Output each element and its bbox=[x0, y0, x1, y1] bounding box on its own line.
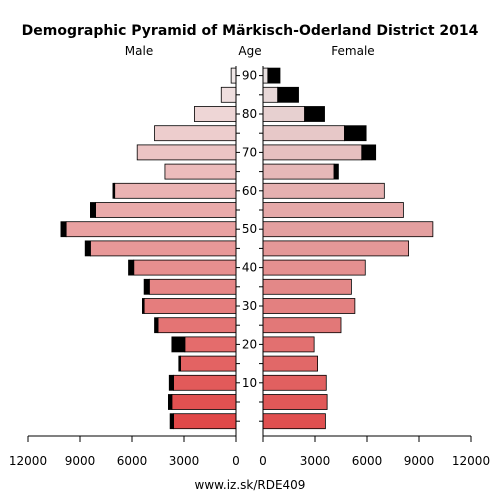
male-excess-bar bbox=[168, 374, 174, 391]
male-excess-bar bbox=[154, 317, 159, 334]
age-tick-label: 90 bbox=[242, 69, 257, 83]
male-bar bbox=[143, 298, 237, 314]
age-header: Age bbox=[238, 44, 261, 58]
x-tick-label-right: 3000 bbox=[300, 454, 331, 468]
age-tick-label: 50 bbox=[242, 222, 257, 236]
female-bar bbox=[262, 163, 335, 180]
chart-title: Demographic Pyramid of Märkisch-Oderland… bbox=[22, 23, 479, 39]
age-tick-label: 70 bbox=[242, 145, 257, 159]
x-tick-label-left: 6000 bbox=[117, 454, 148, 468]
age-tick-label: 20 bbox=[242, 337, 257, 351]
x-tick-label-right: 6000 bbox=[352, 454, 383, 468]
x-tick-label-right: 0 bbox=[259, 454, 267, 468]
male-excess-bar bbox=[60, 221, 67, 238]
female-bar bbox=[262, 278, 352, 295]
female-excess-bar bbox=[304, 106, 325, 122]
male-bar bbox=[148, 278, 237, 295]
male-excess-bar bbox=[112, 182, 116, 199]
x-tick-label-right: 9000 bbox=[404, 454, 435, 468]
female-excess-bar bbox=[361, 144, 377, 161]
x-tick-label-left: 12000 bbox=[9, 454, 47, 468]
female-bar bbox=[262, 298, 356, 314]
female-header: Female bbox=[331, 44, 374, 58]
female-bar bbox=[262, 336, 315, 353]
male-excess-bar bbox=[171, 336, 186, 353]
female-bar bbox=[262, 413, 326, 430]
male-bar bbox=[173, 413, 237, 430]
age-tick-label: 40 bbox=[242, 261, 257, 275]
x-tick-label-left: 0 bbox=[232, 454, 240, 468]
male-bar bbox=[173, 374, 237, 391]
male-bar bbox=[164, 163, 237, 180]
age-tick-label: 60 bbox=[242, 184, 257, 198]
female-bar bbox=[262, 144, 363, 161]
male-bar bbox=[193, 106, 237, 122]
age-tick-label: 10 bbox=[242, 376, 257, 390]
axes bbox=[27, 66, 472, 442]
source-label: www.iz.sk/RDE409 bbox=[195, 478, 306, 492]
male-excess-bar bbox=[178, 355, 181, 372]
age-labels: 10 20 30 40 50 60 70 80 90 bbox=[242, 69, 257, 390]
male-bar bbox=[136, 144, 237, 161]
male-bar bbox=[157, 317, 237, 334]
male-bar bbox=[133, 259, 237, 276]
male-bar bbox=[220, 86, 237, 103]
female-bar bbox=[262, 221, 434, 238]
male-bar bbox=[230, 67, 237, 84]
female-bar bbox=[262, 259, 366, 276]
male-header: Male bbox=[125, 44, 153, 58]
male-bars bbox=[60, 67, 237, 430]
female-bar bbox=[262, 125, 345, 142]
male-bar bbox=[171, 394, 237, 410]
female-excess-bar bbox=[333, 163, 339, 180]
male-bar bbox=[184, 336, 237, 353]
male-excess-bar bbox=[141, 298, 145, 314]
age-tick-label: 80 bbox=[242, 107, 257, 121]
x-tick-label-left: 3000 bbox=[169, 454, 200, 468]
female-bar bbox=[262, 355, 318, 372]
male-bar bbox=[95, 202, 237, 218]
male-bar bbox=[114, 182, 237, 199]
female-excess-bar bbox=[344, 125, 367, 142]
female-excess-bar bbox=[277, 86, 299, 103]
female-bars bbox=[262, 67, 434, 430]
male-bar bbox=[154, 125, 237, 142]
x-axis-labels: 12000 9000 6000 3000 0 0 3000 6000 9000 12000 bbox=[9, 454, 490, 468]
female-bar bbox=[262, 374, 327, 391]
female-bar bbox=[262, 86, 279, 103]
female-bar bbox=[262, 182, 385, 199]
female-bar bbox=[262, 106, 305, 122]
female-bar bbox=[262, 202, 404, 218]
age-tick-label: 30 bbox=[242, 299, 257, 313]
female-bar bbox=[262, 394, 328, 410]
male-excess-bar bbox=[169, 413, 174, 430]
female-excess-bar bbox=[267, 67, 281, 84]
female-bar bbox=[262, 317, 342, 334]
male-excess-bar bbox=[128, 259, 135, 276]
male-bar bbox=[90, 240, 237, 257]
female-bar bbox=[262, 240, 410, 257]
x-tick-label-right: 12000 bbox=[452, 454, 490, 468]
x-tick-label-left: 9000 bbox=[65, 454, 96, 468]
female-bar bbox=[262, 67, 269, 84]
male-excess-bar bbox=[143, 278, 150, 295]
male-excess-bar bbox=[90, 202, 97, 218]
male-excess-bar bbox=[167, 394, 173, 410]
male-excess-bar bbox=[84, 240, 91, 257]
male-bar bbox=[180, 355, 237, 372]
male-bar bbox=[65, 221, 237, 238]
